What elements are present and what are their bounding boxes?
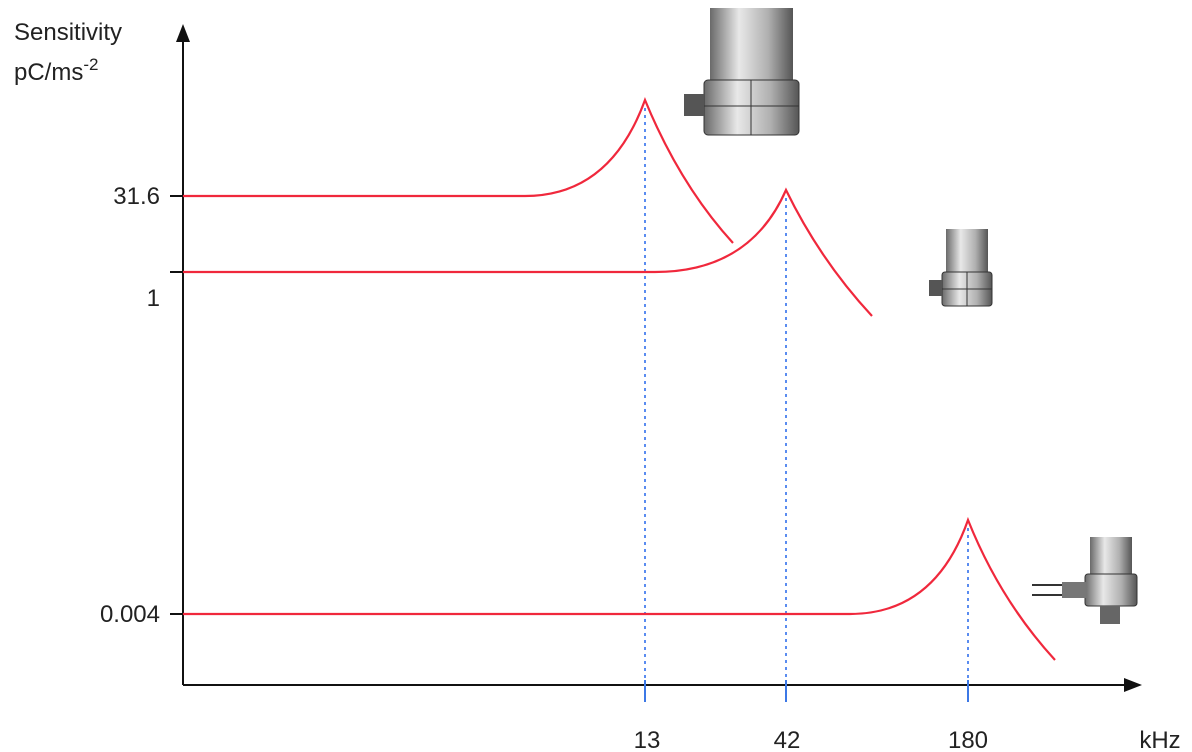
x-axis-arrow (1124, 678, 1142, 692)
chart: Sensitivity pC/ms-2 31.6 1 0.004 13 42 1… (0, 0, 1192, 752)
x-tick-label: 180 (948, 727, 988, 752)
sensor-medium (929, 229, 992, 306)
y-tick-label: 0.004 (100, 601, 160, 628)
response-curve (183, 190, 872, 316)
y-axis-unit: pC/ms-2 (14, 55, 98, 86)
sensor-large (684, 8, 799, 135)
response-curve (183, 520, 1055, 660)
y-axis-title: Sensitivity (14, 19, 122, 46)
y-axis-arrow (176, 24, 190, 42)
x-axis-unit: kHz (1139, 727, 1180, 752)
y-tick-label: 31.6 (113, 183, 160, 210)
unit-exponent: -2 (83, 55, 98, 74)
y-tick-label: 1 (147, 285, 160, 312)
response-curve (183, 100, 733, 243)
unit: pC/ms (14, 59, 83, 86)
x-tick-label: 42 (774, 727, 801, 752)
sensor-small (1032, 537, 1137, 624)
x-tick-label: 13 (634, 727, 661, 752)
